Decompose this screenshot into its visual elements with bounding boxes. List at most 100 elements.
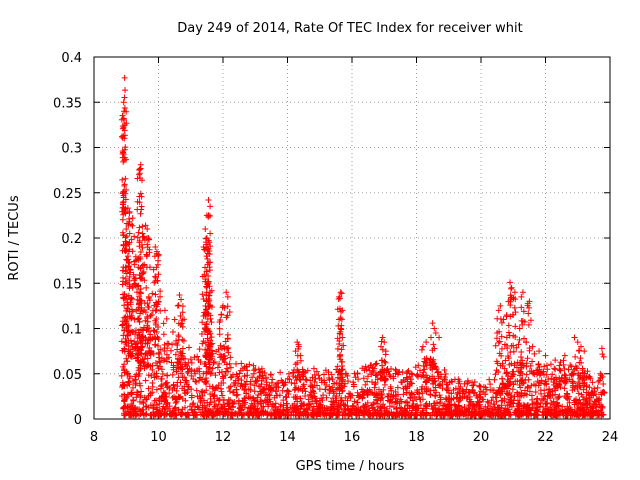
data-point [503, 342, 510, 349]
data-point [184, 386, 191, 393]
data-point [349, 409, 356, 416]
data-point [430, 341, 437, 348]
data-point [431, 325, 438, 332]
data-point [235, 398, 242, 405]
data-point [216, 331, 223, 338]
data-point [153, 248, 160, 255]
data-point [577, 372, 584, 379]
data-point [136, 237, 143, 244]
data-point [373, 360, 380, 367]
data-point [224, 312, 231, 319]
data-point [125, 248, 132, 255]
data-point [143, 284, 150, 291]
data-point [295, 343, 302, 350]
data-point [507, 285, 514, 292]
data-point [520, 308, 527, 315]
data-point [457, 383, 464, 390]
data-point [145, 385, 152, 392]
data-point [161, 341, 168, 348]
data-point [220, 302, 226, 309]
data-point [556, 393, 563, 400]
data-point [137, 382, 144, 389]
data-point [336, 293, 343, 300]
data-point [121, 94, 128, 101]
data-point [544, 393, 551, 400]
data-point [364, 373, 371, 380]
data-point [200, 370, 207, 377]
data-point [302, 392, 309, 399]
data-point [499, 375, 506, 382]
data-point [169, 328, 176, 335]
data-point [138, 241, 145, 248]
data-point [552, 366, 559, 373]
data-point [379, 346, 386, 353]
data-point [250, 370, 257, 377]
data-point [198, 331, 205, 338]
data-point [373, 390, 380, 397]
data-point [210, 385, 217, 392]
data-point [338, 405, 345, 412]
data-point [361, 367, 368, 374]
data-point [515, 401, 522, 408]
x-tick-label: 18 [408, 430, 425, 445]
data-point [126, 283, 133, 290]
data-point [593, 391, 600, 398]
data-point [144, 325, 151, 332]
data-point [527, 317, 534, 324]
data-point [135, 367, 142, 374]
data-point [292, 348, 299, 355]
data-point [355, 394, 362, 401]
data-point [124, 299, 131, 306]
data-point [493, 367, 500, 374]
data-point [120, 115, 127, 122]
data-point [492, 342, 499, 349]
data-point [142, 377, 149, 384]
data-point [338, 346, 345, 353]
data-point [338, 326, 345, 333]
data-point [518, 293, 525, 300]
data-point [431, 400, 438, 407]
data-point [323, 394, 330, 401]
data-point [371, 384, 378, 391]
data-point [398, 379, 405, 386]
data-point [392, 388, 399, 395]
data-point [421, 358, 428, 365]
data-point [492, 390, 499, 397]
data-point [193, 387, 200, 394]
data-point [297, 352, 304, 359]
data-point [581, 411, 588, 418]
data-point [519, 321, 526, 328]
data-point [252, 397, 259, 404]
data-point [430, 406, 437, 413]
data-point [354, 389, 361, 396]
data-point [381, 339, 388, 346]
data-point [309, 412, 316, 419]
data-point [251, 382, 258, 389]
data-point [449, 378, 456, 385]
data-point [219, 357, 226, 364]
data-point [591, 410, 598, 417]
data-point [157, 346, 164, 353]
data-point [235, 380, 242, 387]
data-point [126, 230, 133, 237]
data-point [504, 369, 511, 376]
data-point [576, 347, 583, 354]
data-point [442, 405, 449, 412]
data-point [150, 403, 157, 410]
data-point [469, 410, 476, 417]
y-tick-label: 0 [74, 413, 82, 428]
data-point [201, 271, 208, 278]
data-point [121, 314, 128, 321]
data-point [255, 366, 262, 373]
data-point [337, 325, 344, 332]
data-point [121, 393, 128, 400]
data-point [124, 332, 131, 339]
data-point [129, 397, 136, 404]
data-point [139, 223, 146, 230]
data-point [146, 334, 153, 341]
data-point [409, 371, 416, 378]
data-point [207, 259, 214, 266]
data-point [234, 391, 241, 398]
data-point [561, 393, 568, 400]
